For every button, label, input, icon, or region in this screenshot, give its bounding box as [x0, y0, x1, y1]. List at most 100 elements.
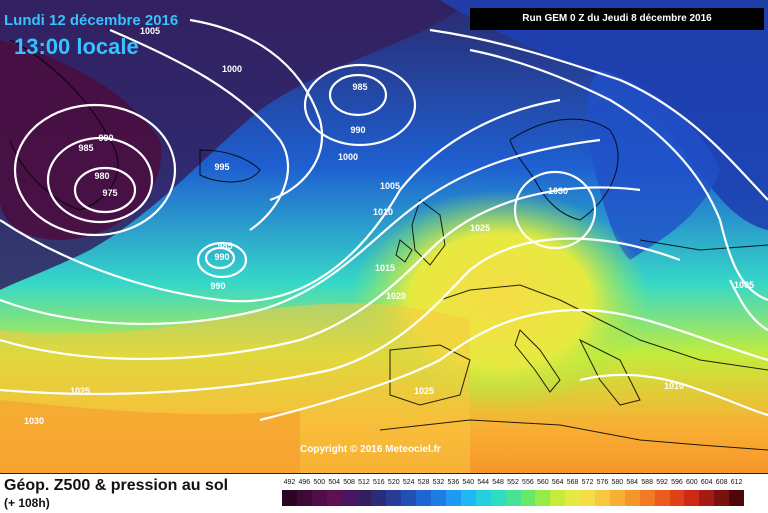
legend-scale-labels: 492 496 500 504 508 512 516 520 524 528 532 536 540 5… — [282, 479, 744, 489]
legend-swatch — [550, 490, 566, 506]
legend-swatch — [490, 490, 506, 506]
iceland-coast — [199, 149, 261, 183]
coastlines — [9, 39, 768, 451]
isobar-label: 1025 — [414, 386, 434, 396]
north-africa-coast — [379, 419, 768, 451]
legend-swatch — [460, 490, 476, 506]
legend-swatch — [311, 490, 327, 506]
legend-label: 576 — [596, 479, 609, 486]
balkans-coast — [578, 338, 641, 406]
legend-label: 520 — [387, 479, 400, 486]
legend-swatch — [669, 490, 685, 506]
legend-swatch — [729, 490, 745, 506]
legend-color-bar — [282, 490, 745, 506]
isobar-line — [0, 237, 681, 396]
isobar-label: 1020 — [386, 291, 406, 301]
legend-swatch — [416, 490, 432, 506]
legend-label: 596 — [671, 479, 683, 486]
legend-swatch — [341, 490, 357, 506]
isobar-label: 1025 — [470, 223, 490, 233]
chart-title: Géop. Z500 & pression au sol — [4, 477, 229, 494]
trough-north-east — [440, 0, 768, 230]
legend-swatch — [595, 490, 610, 506]
legend-swatch — [475, 490, 491, 506]
legend-label: 536 — [447, 479, 460, 486]
greenland-coast — [9, 39, 119, 211]
russia-outline — [639, 239, 768, 251]
legend-swatch — [386, 490, 402, 506]
legend-swatch — [609, 490, 625, 506]
legend-swatch — [520, 490, 536, 506]
legend-label: 588 — [641, 479, 653, 486]
isobars — [0, 18, 768, 422]
legend-label: 528 — [417, 479, 430, 486]
map-canvas: 1005 1000 985 990 985 980 975 990 1000 9… — [0, 0, 768, 473]
legend-label: 608 — [715, 479, 728, 486]
isobar-label: 990 — [214, 252, 229, 262]
isobar-line — [0, 98, 561, 303]
legend-swatch — [445, 490, 461, 506]
isobar-ring — [303, 63, 417, 147]
isobar-label: 1030 — [24, 416, 44, 426]
legend-label: 552 — [507, 479, 519, 486]
legend-swatch — [356, 490, 372, 506]
legend-label: 516 — [373, 479, 385, 486]
isobar-line — [429, 28, 768, 201]
isobar-label: 1030 — [548, 186, 568, 196]
isobar-label: 980 — [94, 171, 109, 181]
isobar-label: 985 — [352, 82, 367, 92]
legend-label: 508 — [343, 479, 355, 486]
iberia-coast — [389, 344, 471, 406]
isobar-label: 990 — [350, 125, 365, 135]
ireland-coast — [395, 239, 413, 263]
legend-swatch — [565, 490, 581, 506]
isobar-label: 1000 — [222, 64, 242, 74]
legend-label: 544 — [477, 479, 490, 486]
weather-map: 1005 1000 985 990 985 980 975 990 1000 9… — [0, 0, 768, 473]
isobar-label: 990 — [210, 281, 225, 291]
legend-swatch — [535, 490, 551, 506]
legend-label: 564 — [551, 479, 564, 486]
forecast-lead-time: (+ 108h) — [4, 496, 50, 510]
isobar-line — [259, 308, 768, 422]
legend-swatch — [699, 490, 715, 506]
legend-label: 580 — [611, 479, 624, 486]
copyright-text: Copyright © 2016 Meteociel.fr — [300, 444, 441, 455]
isobar-label: 985 — [217, 241, 232, 251]
legend-label: 504 — [328, 479, 340, 486]
isobar-label: 995 — [214, 162, 229, 172]
isobar-ring — [73, 166, 137, 214]
legend-label: 512 — [358, 479, 370, 486]
isobar-label: 1005 — [380, 181, 400, 191]
isobar-label: 1000 — [338, 152, 358, 162]
legend-swatch — [401, 490, 417, 506]
legend-label: 612 — [730, 479, 743, 486]
legend-swatch — [580, 490, 596, 506]
legend-swatch — [326, 490, 342, 506]
isobar-label: 1005 — [734, 280, 754, 290]
legend-label: 540 — [462, 479, 475, 486]
legend-label: 532 — [432, 479, 445, 486]
legend-label: 492 — [283, 479, 296, 486]
isobar-label: 975 — [102, 188, 117, 198]
scandinavia-coast — [509, 118, 619, 221]
model-run-label: Run GEM 0 Z du Jeudi 8 décembre 2016 — [470, 8, 764, 30]
forecast-time: 13:00 locale — [14, 34, 139, 59]
isobar-line — [0, 186, 641, 361]
isobar-line — [729, 279, 768, 331]
isobar-ring — [46, 136, 154, 224]
isobar-ring — [196, 241, 248, 279]
isobar-line — [0, 138, 601, 326]
legend-swatch — [371, 490, 387, 506]
isobar-label: 1025 — [70, 386, 90, 396]
scandinavia-low-heights — [587, 70, 720, 260]
legend-label: 604 — [700, 479, 713, 486]
legend-label: 568 — [566, 479, 579, 486]
legend-swatch — [714, 490, 730, 506]
legend-label: 560 — [536, 479, 549, 486]
legend-swatch — [684, 490, 700, 506]
isobar-line — [579, 373, 768, 417]
legend-swatch — [282, 490, 297, 506]
legend-label: 524 — [402, 479, 415, 486]
